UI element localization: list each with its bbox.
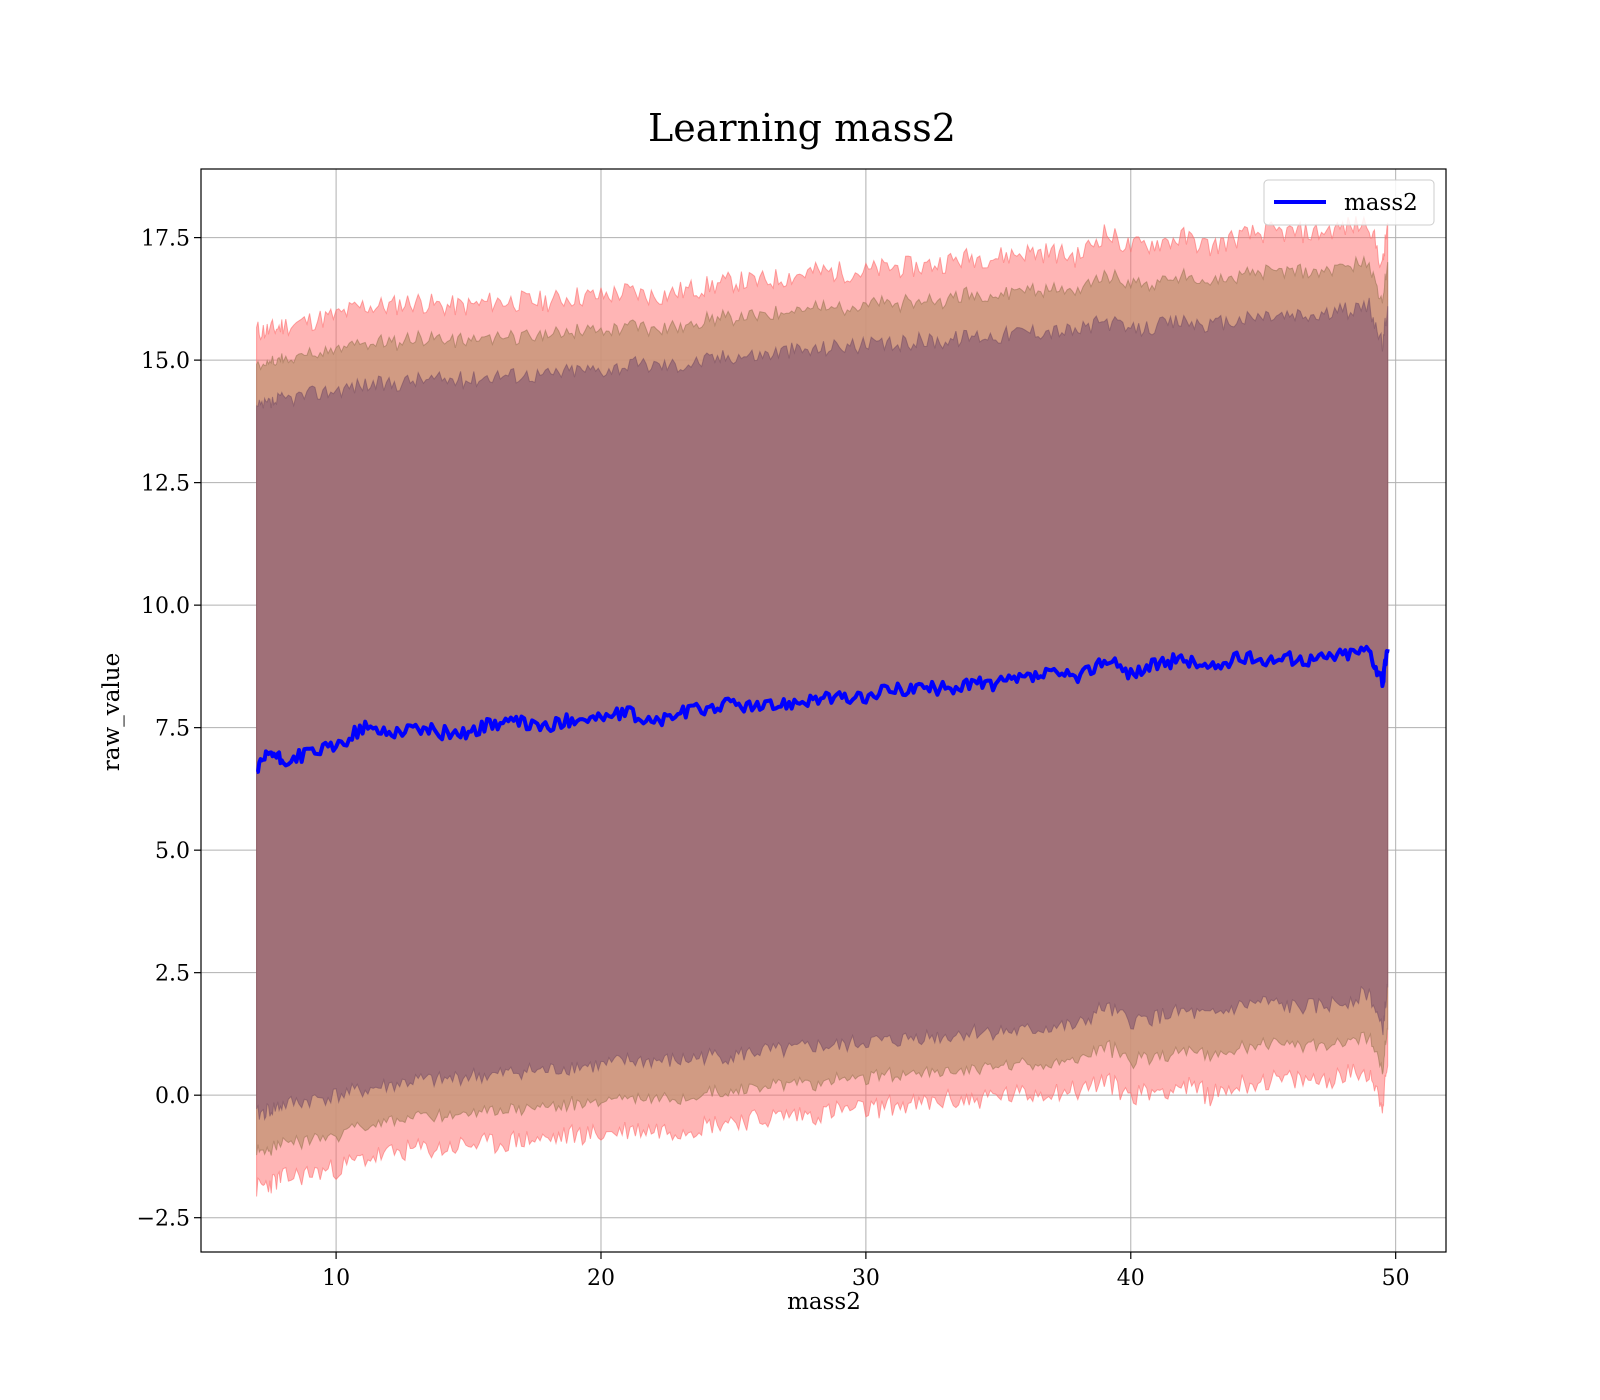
x-axis-label: mass2 (787, 1289, 861, 1315)
legend-entry-mass2: mass2 (1344, 190, 1418, 216)
x-tick-label: 50 (1382, 1266, 1410, 1291)
y-axis-label: raw_value (99, 653, 125, 771)
x-tick-label: 40 (1117, 1266, 1145, 1291)
y-tick-label: 12.5 (141, 472, 190, 497)
y-tick-label: −2.5 (137, 1207, 190, 1232)
y-tick-label: 17.5 (141, 227, 190, 252)
y-tick-label: 5.0 (155, 839, 190, 864)
y-tick-label: 15.0 (141, 349, 190, 374)
y-tick-label: 7.5 (155, 717, 190, 742)
x-tick-label: 30 (852, 1266, 880, 1291)
chart-title: Learning mass2 (648, 106, 956, 150)
inner-band (256, 297, 1389, 1122)
legend-box (1263, 179, 1435, 226)
legend: mass2 (1263, 179, 1435, 226)
x-tick-label: 20 (587, 1266, 615, 1291)
y-tick-label: 2.5 (155, 962, 190, 987)
plot-frame (200, 168, 1447, 1253)
y-tick-label: 0.0 (155, 1084, 190, 1109)
series-line-mass2 (256, 644, 1390, 774)
plot-area (200, 168, 1447, 1253)
x-axis: 10 20 30 40 50 (322, 1252, 1410, 1291)
y-axis: −2.5 0.0 2.5 5.0 7.5 10.0 12.5 15.0 17.5 (137, 227, 201, 1232)
x-tick-label: 10 (322, 1266, 350, 1291)
y-tick-label: 10.0 (141, 594, 190, 619)
